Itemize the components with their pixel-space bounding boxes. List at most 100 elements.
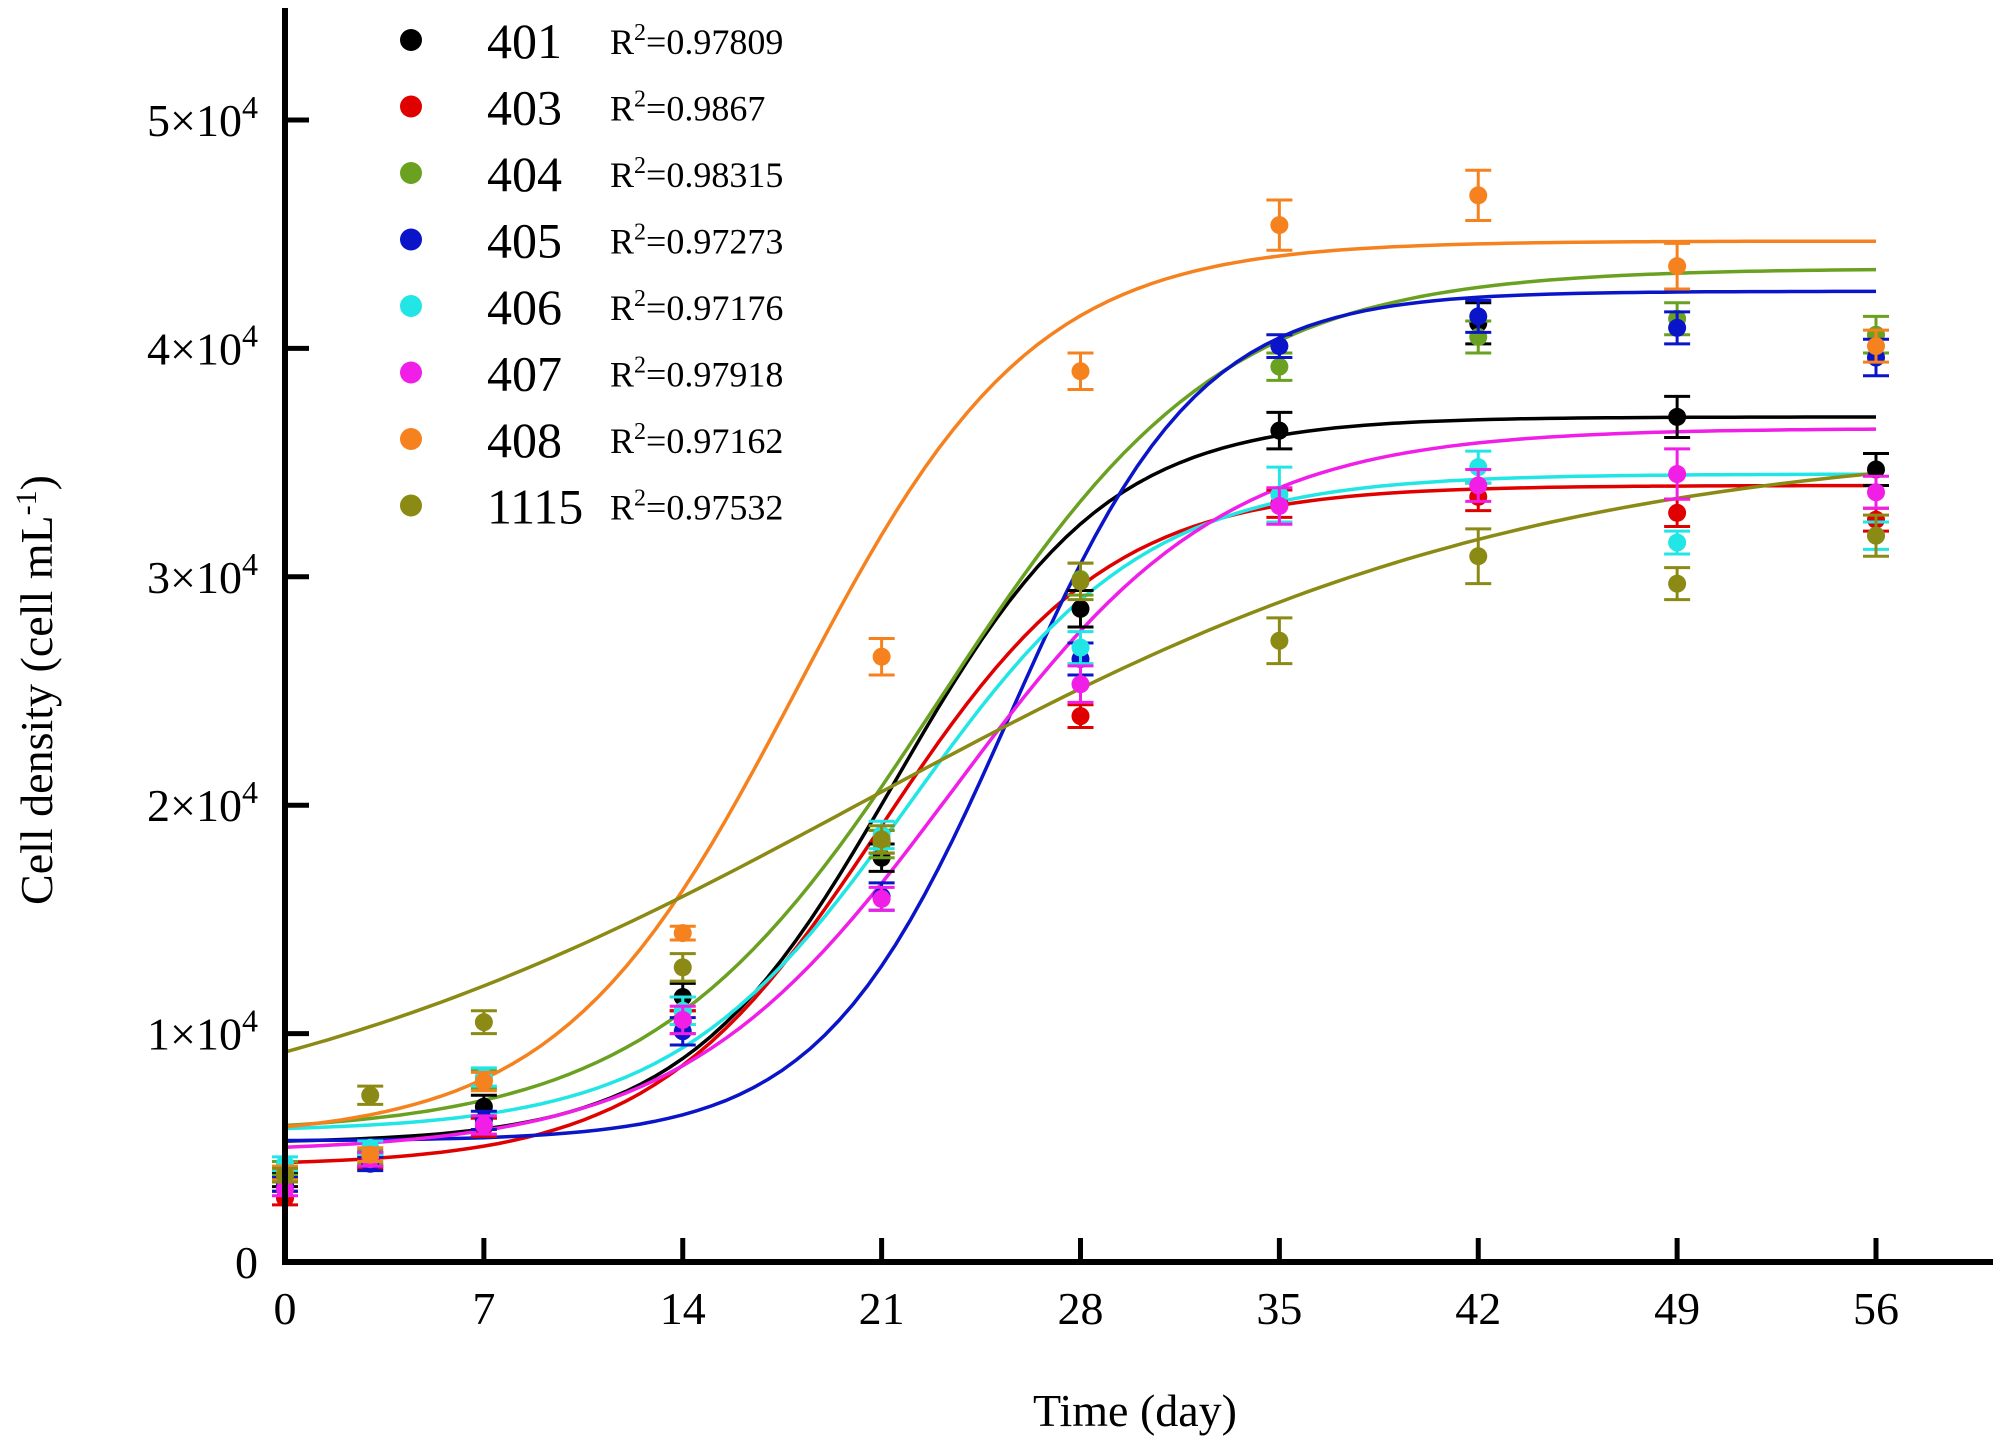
legend-marker <box>400 361 422 384</box>
legend-marker <box>400 428 422 450</box>
x-tick-label: 7 <box>472 1283 495 1334</box>
y-tick-label: 0 <box>235 1237 258 1288</box>
x-tick-label: 0 <box>274 1283 297 1334</box>
y-axis-title-base: Cell density (cell mL <box>11 515 62 905</box>
y-axis-title-end: ) <box>11 475 62 490</box>
data-point <box>1270 421 1289 440</box>
fit-curve-404 <box>284 267 1877 1128</box>
legend-marker <box>400 228 422 251</box>
legend-r2: R2=0.97809 <box>610 20 783 62</box>
legend-item-405: 405 R2=0.97273 <box>400 213 783 269</box>
data-point <box>1867 526 1885 545</box>
data-point <box>673 958 692 977</box>
data-point <box>1867 483 1885 502</box>
legend-item-408: 408 R2=0.97162 <box>400 412 783 468</box>
data-point <box>673 1010 692 1029</box>
legend-series-name: 403 <box>487 80 562 136</box>
data-point <box>1071 599 1090 618</box>
data-point <box>872 889 891 908</box>
legend: 401 R2=0.97809 403 R2=0.9867 404 R2=0.98315 40… <box>400 13 783 535</box>
data-point <box>1071 638 1090 657</box>
data-point <box>1270 631 1289 650</box>
legend-marker <box>400 295 422 317</box>
data-point <box>474 1013 493 1032</box>
legend-item-406: 406 R2=0.97176 <box>400 279 783 335</box>
legend-item-404: 404 R2=0.98315 <box>400 146 783 202</box>
data-point <box>1668 574 1687 593</box>
x-tick-label: 56 <box>1853 1283 1899 1334</box>
y-tick-label: 4×104 <box>147 317 258 374</box>
y-tick-label: 5×104 <box>147 89 258 146</box>
data-point <box>474 1115 493 1134</box>
legend-item-403: 403 R2=0.9867 <box>400 80 765 136</box>
y-tick-label: 1×104 <box>147 1003 258 1060</box>
legend-marker <box>400 162 422 184</box>
data-point <box>673 924 692 943</box>
data-point <box>1867 460 1885 479</box>
legend-r2: R2=0.97176 <box>610 286 783 328</box>
data-point <box>1867 337 1885 356</box>
data-point <box>361 1145 380 1164</box>
legend-r2: R2=0.9867 <box>610 87 765 129</box>
data-points <box>272 168 1889 1208</box>
legend-series-name: 407 <box>487 346 562 402</box>
legend-marker <box>400 95 422 118</box>
legend-r2: R2=0.98315 <box>610 153 783 195</box>
x-tick-label: 42 <box>1455 1283 1501 1334</box>
fit-curve-407 <box>284 427 1877 1149</box>
data-point <box>1469 476 1488 495</box>
data-point <box>1469 307 1488 326</box>
data-point <box>1668 257 1687 276</box>
legend-r2: R2=0.97162 <box>610 419 783 461</box>
data-point <box>1469 186 1488 205</box>
y-axis-ticks: 0 1×104 2×104 3×104 4×104 5×104 <box>147 89 309 1288</box>
data-point <box>1071 675 1090 694</box>
legend-marker <box>400 494 422 517</box>
fit-curve-408 <box>284 239 1876 1129</box>
legend-r2: R2=0.97273 <box>610 220 783 262</box>
data-point <box>872 830 891 849</box>
x-axis-ticks: 0 7 14 21 28 35 42 49 56 <box>274 1238 1899 1334</box>
data-point <box>1270 357 1289 376</box>
x-tick-label: 35 <box>1256 1283 1302 1334</box>
legend-item-1115: 1115 R2=0.97532 <box>400 479 783 535</box>
data-point <box>1469 547 1488 566</box>
legend-item-401: 401 R2=0.97809 <box>400 13 783 69</box>
data-point <box>1668 533 1687 552</box>
fit-curve-1115 <box>284 471 1877 1054</box>
data-point <box>1668 465 1687 484</box>
y-tick-label: 3×104 <box>147 546 258 603</box>
data-point <box>1071 362 1090 381</box>
legend-r2: R2=0.97918 <box>610 353 783 395</box>
y-axis-title-sup: -1 <box>10 490 43 515</box>
data-point <box>1270 216 1289 235</box>
data-point <box>361 1086 380 1105</box>
data-point <box>1071 572 1090 591</box>
data-point <box>1668 407 1687 426</box>
legend-series-name: 406 <box>487 279 562 335</box>
legend-series-name: 408 <box>487 412 562 468</box>
legend-r2: R2=0.97532 <box>610 486 783 528</box>
data-point <box>1270 337 1289 356</box>
series-408 <box>272 168 1889 1182</box>
data-point <box>1469 458 1488 477</box>
data-point <box>872 647 891 666</box>
data-point <box>1270 496 1289 515</box>
data-point <box>1668 503 1687 522</box>
legend-item-407: 407 R2=0.97918 <box>400 346 783 402</box>
data-point <box>1071 707 1090 726</box>
x-tick-label: 21 <box>859 1283 905 1334</box>
legend-marker <box>400 29 422 51</box>
legend-series-name: 401 <box>487 13 562 69</box>
legend-series-name: 405 <box>487 213 562 269</box>
data-point <box>1668 318 1687 337</box>
x-tick-label: 28 <box>1058 1283 1104 1334</box>
y-axis-title: Cell density (cell mL-1) <box>10 475 62 905</box>
x-tick-label: 14 <box>660 1283 706 1334</box>
x-axis-title: Time (day) <box>1033 1385 1237 1436</box>
data-point <box>474 1072 493 1091</box>
legend-series-name: 1115 <box>487 479 583 535</box>
x-tick-label: 49 <box>1654 1283 1700 1334</box>
y-tick-label: 2×104 <box>147 774 258 831</box>
